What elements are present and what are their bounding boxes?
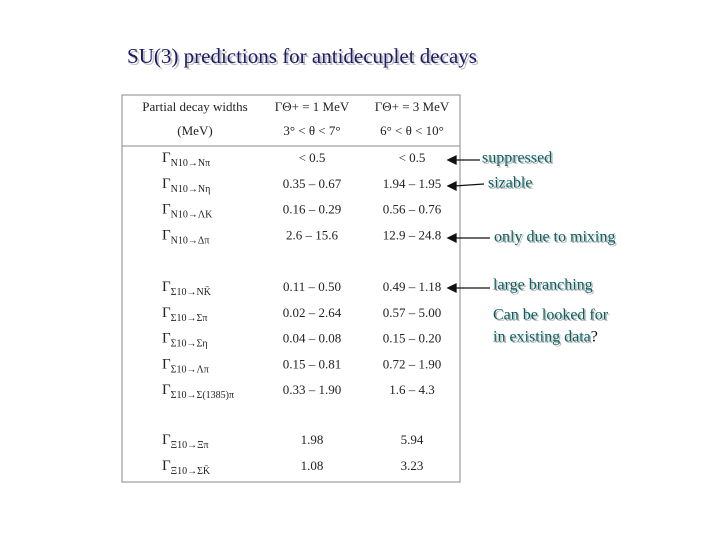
header-cell: ΓΘ+ = 1 MeV	[275, 99, 350, 114]
title-shadow: SU(3) predictions for antidecuplet decay…	[129, 46, 479, 70]
subscript: N10→ΛK	[171, 210, 213, 221]
row-label: ΓΣ10→Σπ	[162, 305, 207, 324]
cell-value: 0.33 – 1.90	[283, 382, 342, 397]
row-label: ΓN10→Nπ	[162, 150, 210, 169]
arrow	[453, 183, 485, 187]
annotation: suppressed	[482, 150, 552, 167]
cell-value: 0.49 – 1.18	[383, 279, 442, 294]
arrows	[446, 154, 490, 294]
annotation-shadow: large branching	[495, 278, 595, 295]
cell-value: 0.56 – 0.76	[383, 202, 442, 217]
annotation: only due to mixing	[494, 229, 615, 246]
row-label: ΓN10→Δπ	[162, 228, 209, 247]
symbol: Γ	[162, 458, 171, 474]
symbol: Γ	[162, 150, 171, 166]
symbol: Γ	[162, 176, 171, 192]
cell-value: 0.72 – 1.90	[383, 356, 442, 371]
row-label: ΓN10→ΛK	[162, 202, 213, 221]
header-cell: (MeV)	[177, 123, 212, 138]
subscript: Σ10→Λπ	[171, 365, 209, 376]
cell-value: < 0.5	[399, 150, 426, 165]
symbol: Γ	[162, 305, 171, 321]
row-label: ΓN10→Nη	[162, 176, 210, 195]
row-label: ΓΣ10→Ση	[162, 331, 208, 350]
cell-value: 0.11 – 0.50	[283, 279, 341, 294]
symbol: Γ	[162, 357, 171, 373]
row-label: ΓΣ10→Σ(1385)π	[162, 383, 234, 402]
row-label: ΓΞ10→ΣK̄	[162, 458, 211, 477]
subscript: N10→Nπ	[171, 158, 211, 169]
cell-value: 0.15 – 0.81	[283, 356, 342, 371]
symbol: Γ	[162, 383, 171, 399]
title: SU(3) predictions for antidecuplet decay…	[127, 44, 477, 68]
cell-value: 3.23	[401, 458, 424, 473]
arrowhead	[446, 282, 457, 294]
subscript: Ξ10→Ξπ	[171, 440, 209, 451]
row-label: ΓΣ10→NK̄	[162, 279, 212, 298]
arrowhead	[446, 154, 457, 166]
subscript: Σ10→Σπ	[171, 313, 208, 324]
cell-value: 1.98	[301, 432, 324, 447]
annotation-shadow: Can be looked for	[495, 308, 611, 325]
annotation: large branching	[493, 277, 593, 294]
arrowhead	[446, 232, 457, 244]
annotation-shadow: suppressed	[484, 151, 554, 168]
row-label: ΓΣ10→Λπ	[162, 357, 209, 376]
cell-value: 0.02 – 2.64	[283, 305, 342, 320]
annotation: in existing data	[493, 329, 591, 346]
cell-value: 0.57 – 5.00	[383, 305, 442, 320]
header-cell: ΓΘ+ = 3 MeV	[375, 99, 450, 114]
cell-value: 0.16 – 0.29	[283, 202, 342, 217]
symbol: Γ	[162, 432, 171, 448]
cell-value: 12.9 – 24.8	[383, 227, 442, 242]
annotation-shadow: in existing data	[495, 330, 593, 347]
symbol: Γ	[162, 202, 171, 218]
annotation-shadow: only due to mixing	[496, 230, 617, 247]
cell-value: < 0.5	[299, 150, 326, 165]
table: Partial decay widths ΓΘ+ = 1 MeV ΓΘ+ = 3 M…	[142, 99, 450, 477]
annotation-shadow: sizable	[490, 176, 534, 193]
row-label: ΓΞ10→Ξπ	[162, 432, 209, 451]
cell-value: 1.6 – 4.3	[389, 382, 435, 397]
cell-value: 0.35 – 0.67	[283, 176, 342, 191]
symbol: Γ	[162, 331, 171, 347]
cell-value: 0.04 – 0.08	[283, 331, 342, 346]
header-cell: 6° < θ < 10°	[380, 123, 444, 138]
annotation: Can be looked for	[493, 307, 609, 324]
header-cell: 3° < θ < 7°	[283, 123, 340, 138]
annotation: sizable	[488, 175, 532, 192]
cell-value: 1.94 – 1.95	[383, 176, 442, 191]
subscript: Ξ10→ΣK̄	[171, 465, 211, 477]
cell-value: 2.6 – 15.6	[286, 227, 339, 242]
arrowhead	[446, 180, 457, 192]
symbol: Γ	[162, 228, 171, 244]
subscript: Σ10→Ση	[171, 339, 208, 350]
cell-value: 1.08	[301, 458, 324, 473]
symbol: Γ	[162, 279, 171, 295]
annotation-suffix: ?	[591, 329, 598, 346]
header-cell: Partial decay widths	[142, 99, 247, 114]
subscript: Σ10→Σ(1385)π	[171, 390, 234, 401]
cell-value: 0.15 – 0.20	[383, 331, 442, 346]
subscript: N10→Nη	[171, 184, 211, 195]
subscript: Σ10→NK̄	[171, 286, 212, 298]
subscript: N10→Δπ	[171, 236, 210, 247]
cell-value: 5.94	[401, 432, 424, 447]
